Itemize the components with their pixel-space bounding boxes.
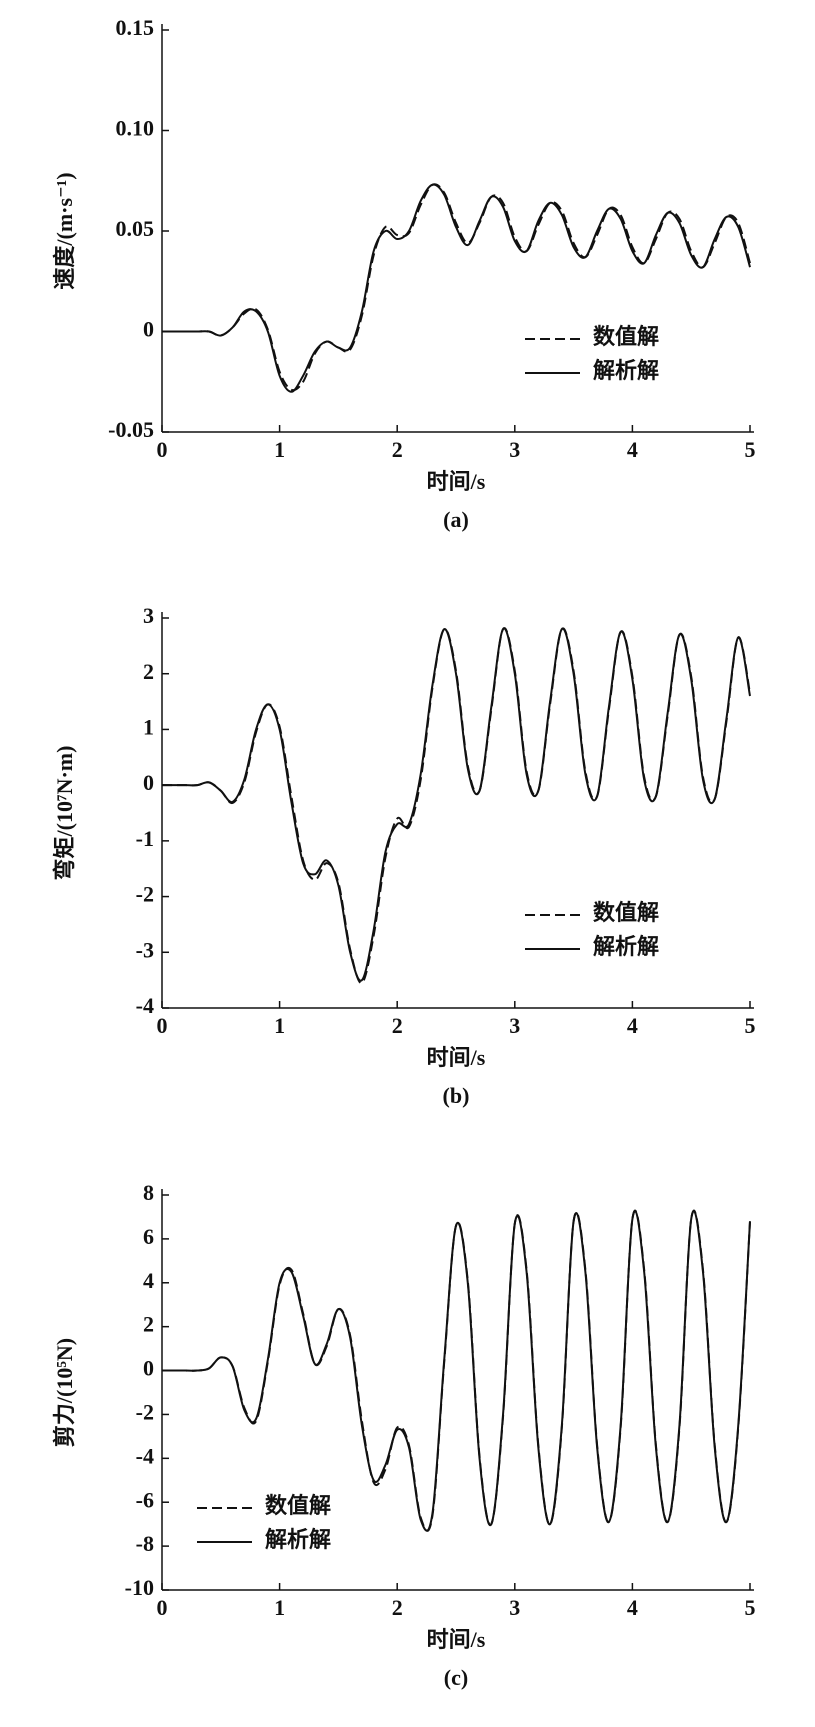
series-line (161, 627, 751, 984)
y-tick-label: 0 (143, 770, 154, 795)
y-tick-label: 0 (143, 317, 154, 342)
legend-label: 数值解 (265, 1493, 331, 1518)
x-axis-label: 时间/s (427, 1045, 486, 1070)
y-tick-label: -8 (136, 1531, 154, 1556)
x-tick-label: 4 (627, 1013, 638, 1038)
y-tick-label: 1 (143, 714, 154, 739)
x-tick-label: 2 (392, 1595, 403, 1620)
y-tick-label: -4 (136, 1443, 154, 1468)
y-tick-label: 2 (143, 659, 154, 684)
legend-label: 解析解 (593, 358, 659, 383)
x-axis-label: 时间/s (427, 469, 486, 494)
y-tick-label: 6 (143, 1224, 154, 1249)
x-tick-label: 5 (745, 437, 756, 462)
legend-label: 数值解 (593, 900, 659, 925)
y-tick-label: 4 (143, 1268, 154, 1293)
y-tick-label: 3 (143, 603, 154, 628)
y-tick-label: -2 (136, 882, 154, 907)
y-tick-label: 0.10 (116, 116, 155, 141)
x-tick-label: 3 (509, 1013, 520, 1038)
line-chart: -10 -8 -6 -4 -2 0 2 4 6 8 0 1 2 3 4 5 剪力/(10⁵N) 时间/s (c) 数值… (52, 1180, 755, 1690)
y-axis-label: 弯矩/(10⁷N·m) (52, 746, 77, 881)
x-tick-label: 0 (157, 1595, 168, 1620)
legend-label: 数值解 (593, 324, 659, 349)
y-tick-label: 8 (143, 1180, 154, 1205)
y-axis-label: 速度/(m·s⁻¹) (52, 172, 77, 289)
x-tick-label: 2 (392, 437, 403, 462)
y-axis-label: 剪力/(10⁵N) (52, 1338, 77, 1447)
x-tick-label: 4 (627, 437, 638, 462)
x-tick-label: 1 (274, 1013, 285, 1038)
y-tick-label: -1 (136, 826, 154, 851)
y-tick-label: -2 (136, 1399, 154, 1424)
caption: (c) (444, 1665, 468, 1690)
x-tick-label: 1 (274, 1595, 285, 1620)
y-tick-label: -4 (136, 993, 154, 1018)
x-axis-label: 时间/s (427, 1627, 486, 1652)
series-line (161, 627, 751, 982)
y-tick-label: -10 (125, 1575, 154, 1600)
x-tick-label: 2 (392, 1013, 403, 1038)
y-tick-label: 0.15 (116, 15, 155, 40)
legend-label: 解析解 (593, 934, 659, 959)
legend-label: 解析解 (265, 1527, 331, 1552)
series-line (162, 1210, 751, 1532)
x-tick-label: 3 (509, 1595, 520, 1620)
x-tick-label: 1 (274, 437, 285, 462)
x-tick-label: 5 (745, 1013, 756, 1038)
x-tick-label: 0 (157, 437, 168, 462)
y-tick-label: -3 (136, 937, 154, 962)
series-line (162, 1209, 751, 1532)
line-chart: -4 -3 -2 -1 0 1 2 3 0 1 2 3 4 5 弯矩/(10⁷N·m) 时间/s (b) 数值解解… (52, 603, 755, 1108)
x-tick-label: 0 (157, 1013, 168, 1038)
x-tick-label: 5 (745, 1595, 756, 1620)
y-tick-label: -0.05 (108, 417, 154, 442)
y-tick-label: -6 (136, 1487, 154, 1512)
caption: (a) (443, 507, 469, 532)
y-tick-label: 2 (143, 1312, 154, 1337)
series-line (162, 183, 751, 393)
caption: (b) (443, 1083, 470, 1108)
x-tick-label: 3 (509, 437, 520, 462)
y-tick-label: 0 (143, 1356, 154, 1381)
y-tick-label: 0.05 (116, 216, 155, 241)
x-tick-label: 4 (627, 1595, 638, 1620)
series-line (162, 183, 751, 392)
